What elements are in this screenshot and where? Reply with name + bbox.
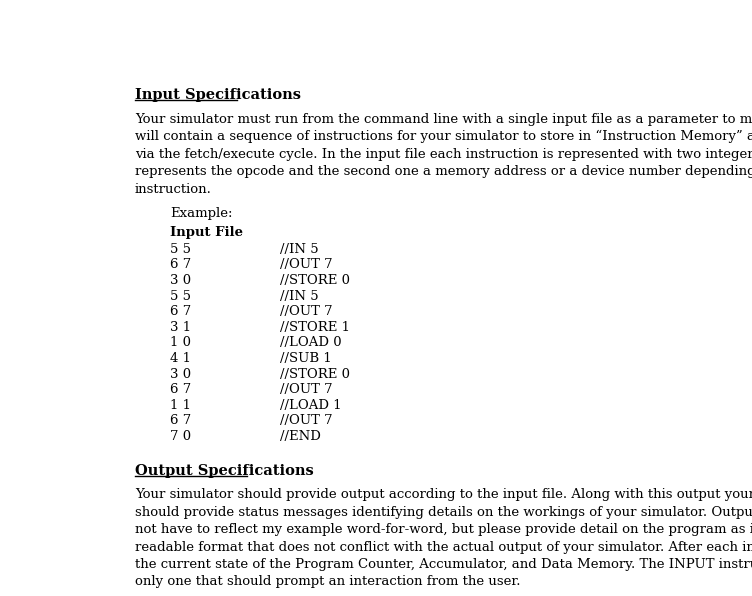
Text: 4 1: 4 1 <box>170 352 191 365</box>
Text: not have to reflect my example word-for-word, but please provide detail on the p: not have to reflect my example word-for-… <box>135 523 752 536</box>
Text: only one that should prompt an interaction from the user.: only one that should prompt an interacti… <box>135 575 520 588</box>
Text: 6 7: 6 7 <box>170 414 191 427</box>
Text: //IN 5: //IN 5 <box>280 243 319 256</box>
Text: 1 0: 1 0 <box>170 336 191 349</box>
Text: readable format that does not conflict with the actual output of your simulator.: readable format that does not conflict w… <box>135 541 752 554</box>
Text: //OUT 7: //OUT 7 <box>280 305 333 318</box>
Text: //OUT 7: //OUT 7 <box>280 383 333 396</box>
Text: 6 7: 6 7 <box>170 383 191 396</box>
Text: //LOAD 1: //LOAD 1 <box>280 399 342 412</box>
Text: via the fetch/execute cycle. In the input file each instruction is represented w: via the fetch/execute cycle. In the inpu… <box>135 148 752 161</box>
Text: 1 1: 1 1 <box>170 399 191 412</box>
Text: 6 7: 6 7 <box>170 305 191 318</box>
Text: the current state of the Program Counter, Accumulator, and Data Memory. The INPU: the current state of the Program Counter… <box>135 558 752 571</box>
Text: //STORE 0: //STORE 0 <box>280 368 350 380</box>
Text: Input File: Input File <box>170 226 243 239</box>
Text: //STORE 0: //STORE 0 <box>280 274 350 287</box>
Text: 3 0: 3 0 <box>170 274 191 287</box>
Text: //SUB 1: //SUB 1 <box>280 352 332 365</box>
Text: instruction.: instruction. <box>135 182 211 195</box>
Text: 7 0: 7 0 <box>170 430 191 443</box>
Text: Output Specifications: Output Specifications <box>135 464 314 478</box>
Text: //END: //END <box>280 430 321 443</box>
Text: //LOAD 0: //LOAD 0 <box>280 336 342 349</box>
Text: Input Specifications: Input Specifications <box>135 88 301 101</box>
Text: 3 1: 3 1 <box>170 321 191 334</box>
Text: Your simulator must run from the command line with a single input file as a para: Your simulator must run from the command… <box>135 113 752 126</box>
Text: //OUT 7: //OUT 7 <box>280 414 333 427</box>
Text: //OUT 7: //OUT 7 <box>280 258 333 271</box>
Text: will contain a sequence of instructions for your simulator to store in “Instruct: will contain a sequence of instructions … <box>135 131 752 144</box>
Text: Your simulator should provide output according to the input file. Along with thi: Your simulator should provide output acc… <box>135 488 752 501</box>
Text: 5 5: 5 5 <box>170 290 191 303</box>
Text: //STORE 1: //STORE 1 <box>280 321 350 334</box>
Text: 5 5: 5 5 <box>170 243 191 256</box>
Text: 6 7: 6 7 <box>170 258 191 271</box>
Text: Example:: Example: <box>170 207 232 220</box>
Text: 3 0: 3 0 <box>170 368 191 380</box>
Text: //IN 5: //IN 5 <box>280 290 319 303</box>
Text: should provide status messages identifying details on the workings of your simul: should provide status messages identifyi… <box>135 505 752 519</box>
Text: represents the opcode and the second one a memory address or a device number dep: represents the opcode and the second one… <box>135 165 752 178</box>
